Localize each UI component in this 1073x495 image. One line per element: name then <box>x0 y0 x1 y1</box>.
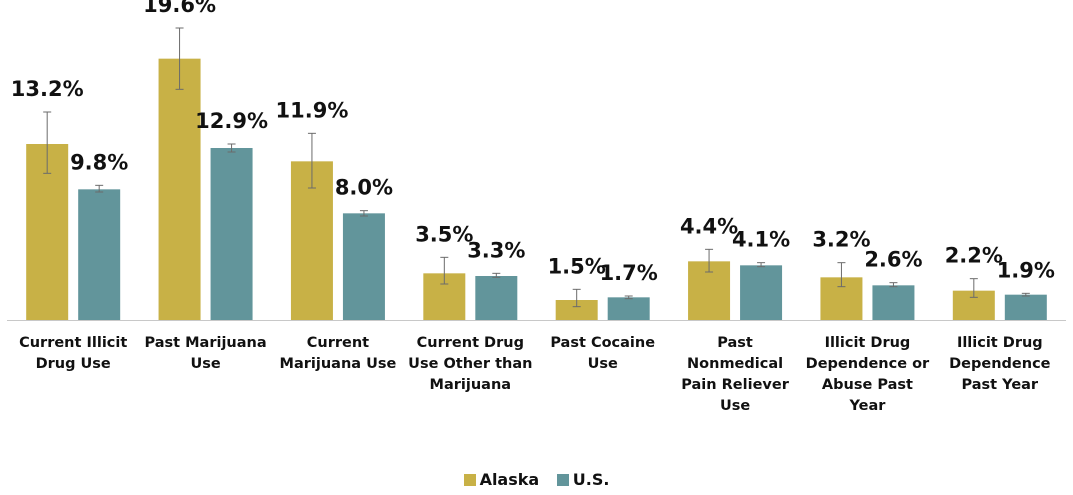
data-label-alaska-1: 13.2% <box>11 77 84 101</box>
data-label-us-3: 8.0% <box>335 176 393 200</box>
error-bar-alaska-3 <box>307 132 316 189</box>
error-bar-us-2 <box>227 143 236 153</box>
bar-us-3 <box>342 213 385 320</box>
error-bar-alaska-2 <box>175 27 184 90</box>
error-bar-us-5 <box>624 295 633 300</box>
bar-us-6 <box>740 265 783 320</box>
category-label-4: Current Drug Use Other than Marijuana <box>408 335 532 393</box>
bar-us-2 <box>210 148 253 320</box>
bar-us-7 <box>872 285 915 320</box>
error-bar-us-6 <box>757 262 766 268</box>
error-bar-alaska-5 <box>572 288 581 308</box>
legend-item-alaska: Alaska <box>463 470 540 489</box>
error-bar-alaska-7 <box>837 262 846 288</box>
data-label-alaska-2: 19.6% <box>143 0 216 17</box>
bar-us-8 <box>1004 294 1047 320</box>
data-label-alaska-4: 3.5% <box>415 222 473 246</box>
category-label-7: Illicit Drug Dependence or Abuse Past Year <box>806 335 930 414</box>
bar-alaska-2 <box>158 58 201 321</box>
bar-us-5 <box>607 297 650 320</box>
data-label-alaska-7: 3.2% <box>812 228 870 252</box>
data-label-alaska-3: 11.9% <box>276 98 349 122</box>
data-label-us-8: 1.9% <box>997 258 1055 282</box>
error-bar-alaska-1 <box>43 111 52 174</box>
error-bar-us-3 <box>359 210 368 217</box>
category-label-3: Current Marijuana Use <box>280 335 397 372</box>
error-bar-alaska-8 <box>969 278 978 298</box>
category-label-1: Current Illicit Drug Use <box>19 335 127 372</box>
data-label-alaska-5: 1.5% <box>548 254 606 278</box>
bar-us-4 <box>475 276 518 320</box>
category-label-8: Illicit Drug Dependence Past Year <box>949 335 1051 393</box>
error-bar-alaska-6 <box>705 248 714 273</box>
legend-item-us: U.S. <box>556 470 610 489</box>
data-label-us-5: 1.7% <box>600 261 658 285</box>
error-bar-alaska-4 <box>440 256 449 285</box>
legend-label-alaska: Alaska <box>479 470 540 489</box>
data-label-alaska-6: 4.4% <box>680 214 738 238</box>
legend-swatch-alaska <box>463 473 476 486</box>
category-label-2: Past Marijuana Use <box>144 335 266 372</box>
legend-swatch-us <box>556 473 569 486</box>
error-bar-us-1 <box>95 184 104 193</box>
category-label-6: Past Nonmedical Pain Reliever Use <box>681 335 789 414</box>
error-bar-us-7 <box>889 282 898 288</box>
data-label-us-2: 12.9% <box>195 109 268 133</box>
category-label-5: Past Cocaine Use <box>550 335 655 372</box>
error-bar-us-8 <box>1021 292 1030 297</box>
bar-us-1 <box>78 189 121 320</box>
data-label-us-1: 9.8% <box>70 150 128 174</box>
data-label-us-7: 2.6% <box>864 248 922 272</box>
data-label-alaska-8: 2.2% <box>945 244 1003 268</box>
legend-label-us: U.S. <box>572 470 610 489</box>
bar-alaska-5 <box>555 300 598 320</box>
chart-legend: Alaska U.S. <box>0 470 1073 490</box>
data-label-us-6: 4.1% <box>732 228 790 252</box>
data-label-us-4: 3.3% <box>467 238 525 262</box>
error-bar-us-4 <box>492 272 501 278</box>
